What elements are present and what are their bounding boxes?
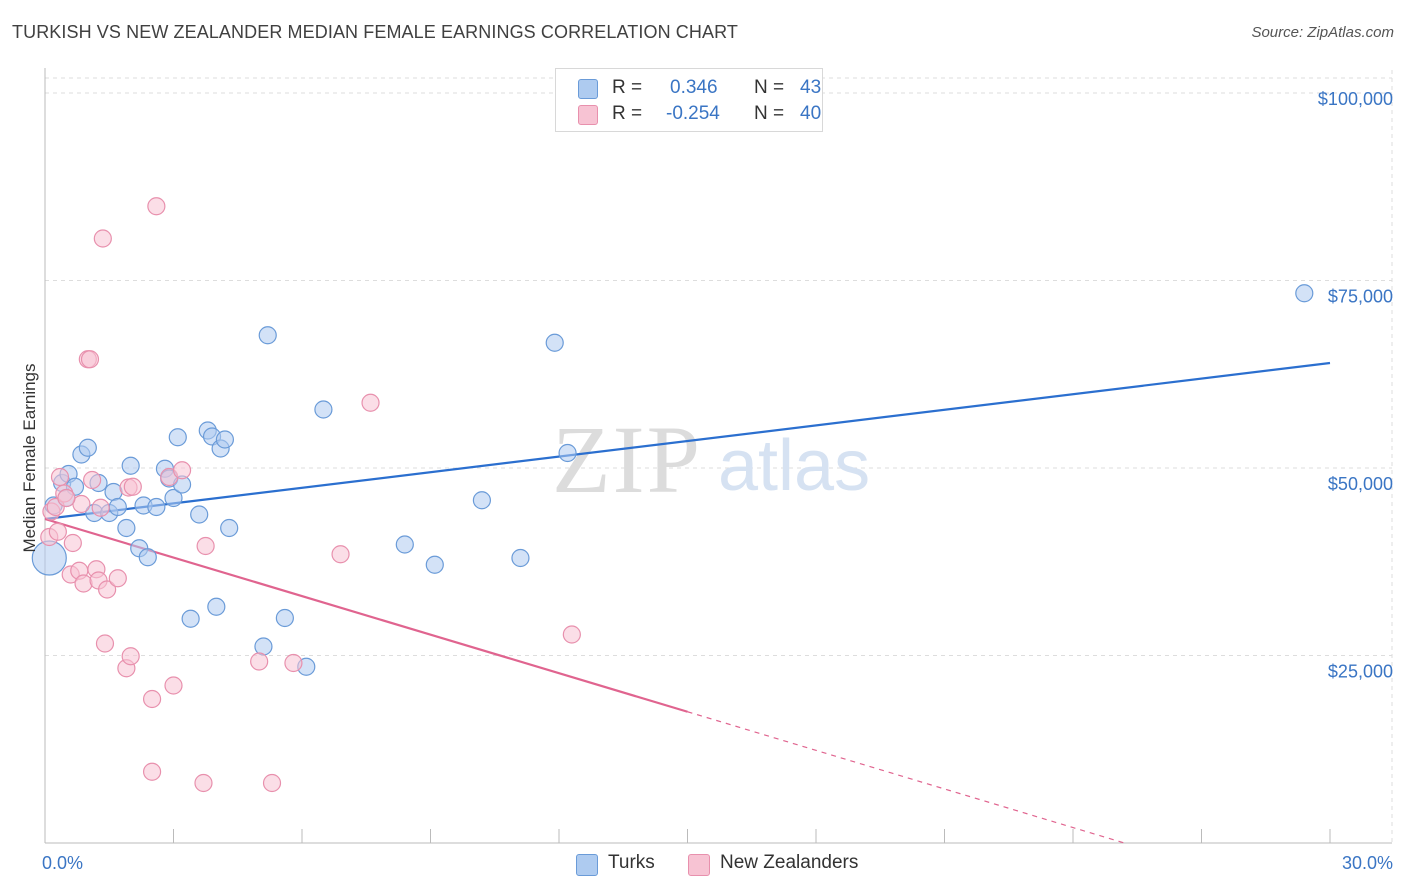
turks-point [117, 518, 136, 538]
nz-point [95, 634, 115, 653]
y-tick-label: $75,000 [1328, 287, 1393, 307]
y-axis-title: Median Female Earnings [20, 364, 39, 553]
nz-point [48, 522, 67, 541]
turks-point [220, 518, 239, 538]
watermark: ZIP atlas [552, 406, 870, 513]
turks-point [207, 597, 226, 616]
nz-point [123, 477, 142, 496]
turks-point [121, 456, 140, 475]
axis-labels: $25,000 $50,000 $75,000 $100,000 0.0% 30.0% Me… [20, 89, 1393, 873]
x-tick-label: 30.0% [1342, 853, 1393, 873]
turks-point [511, 548, 530, 568]
nz-point [80, 350, 100, 369]
nz-point [262, 773, 282, 793]
nz-point [98, 580, 117, 599]
nz-point [196, 536, 215, 556]
nz-point [121, 647, 140, 666]
nz-point [57, 488, 76, 508]
nz-point [63, 533, 82, 553]
y-tick-label: $50,000 [1328, 474, 1393, 494]
turks-r-label: R = [612, 77, 643, 98]
nz-point [74, 574, 93, 593]
nz-point [361, 393, 380, 412]
turks-point [1295, 284, 1314, 303]
correlation-legend: R = 0.346 N = 43 R = -0.254 N = 40 [555, 68, 823, 132]
turks-point [215, 430, 234, 449]
y-tick-label: $25,000 [1328, 662, 1393, 682]
turks-point [181, 609, 200, 628]
turks-r-value: 0.346 [670, 77, 718, 98]
source-label: Source: ZipAtlas.com [1251, 24, 1394, 41]
data-points [31, 197, 1314, 793]
turks-point [395, 535, 414, 554]
turks-point [78, 438, 97, 457]
nz-point [83, 470, 102, 490]
nz-r-value: -0.254 [666, 103, 720, 124]
turks-point [168, 428, 187, 447]
nz-n-label: N = [754, 103, 785, 124]
nz-point [562, 625, 581, 644]
nz-legend-label: New Zealanders [720, 852, 859, 873]
nz-swatch [578, 105, 598, 125]
nz-point [142, 689, 162, 709]
turks-legend-swatch [576, 854, 598, 876]
turks-point [254, 637, 273, 656]
turks-n-value: 43 [800, 77, 822, 98]
turks-point [425, 555, 444, 574]
turks-swatch [578, 79, 598, 99]
turks-point [190, 505, 209, 524]
axes [44, 68, 1392, 844]
turks-n-label: N = [754, 77, 785, 98]
turks-point [258, 326, 277, 345]
nz-point [284, 653, 303, 673]
turks-point [147, 497, 166, 517]
turks-point [275, 608, 294, 628]
turks-point [164, 488, 183, 508]
nz-point [50, 467, 70, 487]
turks-point [104, 482, 123, 502]
nz-point [91, 498, 110, 517]
nz-point [142, 762, 162, 781]
nz-point [194, 773, 213, 793]
nz-legend-swatch [688, 854, 710, 876]
x-tick-label: 0.0% [42, 853, 83, 873]
watermark-zip: ZIP [552, 406, 702, 513]
turks-point [314, 400, 333, 419]
watermark-atlas: atlas [718, 426, 870, 506]
nz-n-value: 40 [800, 103, 822, 124]
nz-point [93, 229, 112, 248]
nz-point [250, 652, 269, 671]
nz-r-label: R = [612, 103, 643, 124]
nz-point [147, 197, 166, 216]
nz-point [108, 569, 127, 588]
turks-trend-line [44, 361, 1331, 521]
turks-point [138, 548, 157, 567]
chart-title: TURKISH VS NEW ZEALANDER MEDIAN FEMALE E… [12, 22, 738, 42]
turks-point [545, 333, 564, 352]
nz-point [172, 461, 192, 480]
turks-point [472, 491, 491, 510]
nz-point [164, 676, 183, 695]
y-tick-label: $100,000 [1318, 89, 1393, 109]
turks-point [558, 443, 577, 463]
nz-trend-extension [687, 711, 1125, 844]
turks-point [108, 497, 127, 517]
turks-legend-label: Turks [608, 852, 655, 873]
nz-point [331, 545, 350, 564]
